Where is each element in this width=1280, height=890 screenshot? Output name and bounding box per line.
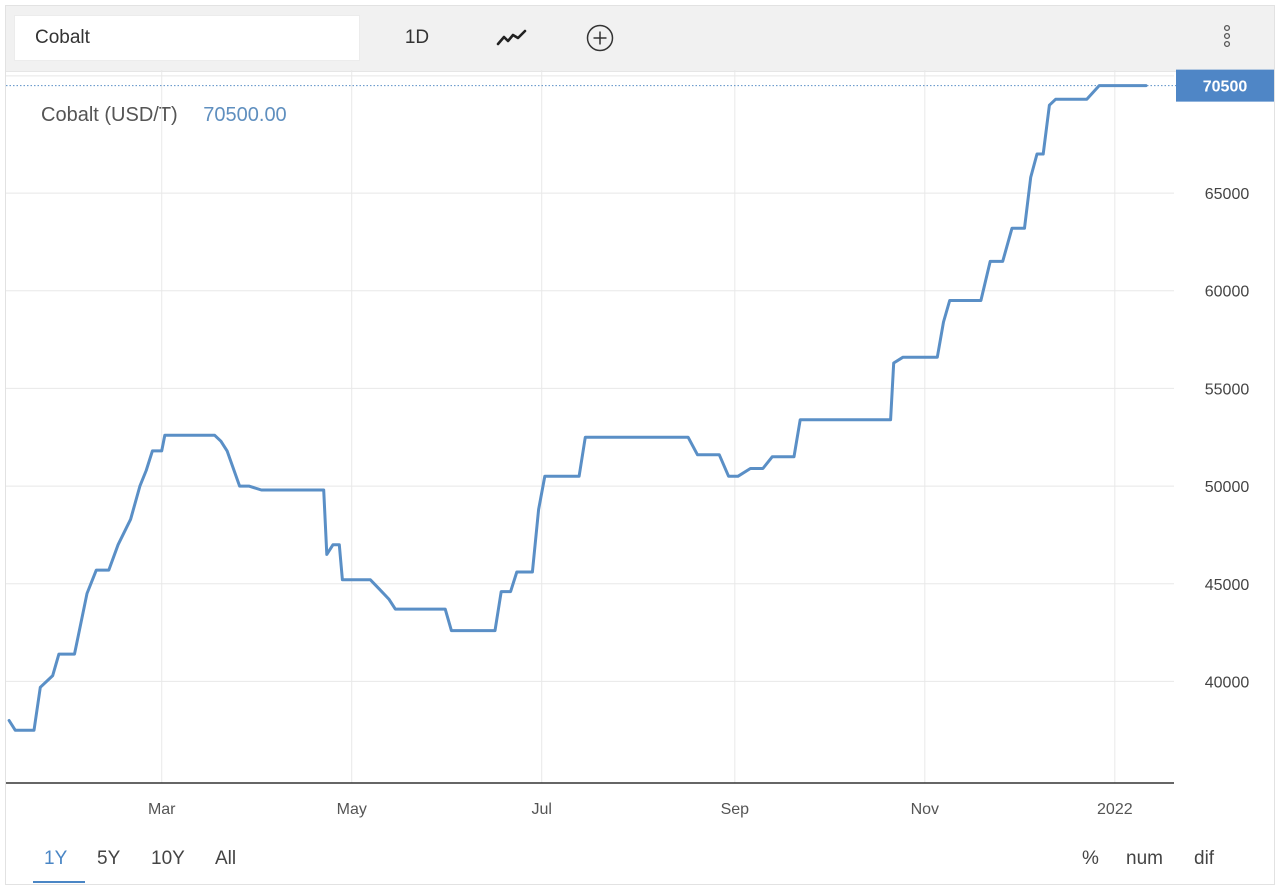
last-value-label: 70500 [1203,79,1248,96]
y-tick-label: 50000 [1205,479,1250,496]
y-tick-label: 40000 [1205,674,1250,691]
mode-dif[interactable]: dif [1194,848,1215,869]
interval-button[interactable]: 1D [404,27,430,48]
chart-type-button[interactable] [490,20,532,56]
more-options-button[interactable] [1212,20,1242,56]
range-5y[interactable]: 5Y [97,848,121,869]
mode-percent[interactable]: % [1082,848,1099,869]
line-chart-icon [496,29,527,46]
active-range-underline [33,881,85,883]
add-circle-icon [586,24,614,52]
x-tick-label: 2022 [1097,801,1133,818]
x-tick-label: Nov [911,801,939,818]
symbol-input[interactable] [15,16,359,60]
x-tick-label: Mar [148,801,176,818]
instrument-name: Cobalt (USD/T) [41,104,178,126]
range-all[interactable]: All [215,848,237,869]
x-tick-label: Sep [721,801,750,818]
last-value-badge [1176,69,1274,102]
chart-widget: 1D Cobalt (USD/T) 70500.00 40000 45000 500… [5,5,1275,885]
symbol-search-box[interactable] [14,15,360,61]
y-tick-label: 45000 [1205,577,1250,594]
range-10y[interactable]: 10Y [151,848,185,869]
y-tick-label: 55000 [1205,381,1250,398]
price-chart[interactable]: 40000 45000 50000 55000 60000 65000 Mar May Jul S… [6,6,1274,836]
x-tick-label: May [337,801,367,818]
y-tick-label: 65000 [1205,186,1250,203]
vertical-dots-icon [1223,24,1231,48]
chart-toolbar: 1D [6,6,1274,72]
range-1y[interactable]: 1Y [44,848,68,869]
instrument-value: 70500.00 [203,104,287,126]
y-tick-label: 60000 [1205,284,1250,301]
chart-title: Cobalt (USD/T) 70500.00 [41,104,287,127]
price-line [7,84,1148,732]
x-tick-label: Jul [531,801,551,818]
add-comparison-button[interactable] [580,20,620,56]
mode-num[interactable]: num [1126,848,1163,869]
